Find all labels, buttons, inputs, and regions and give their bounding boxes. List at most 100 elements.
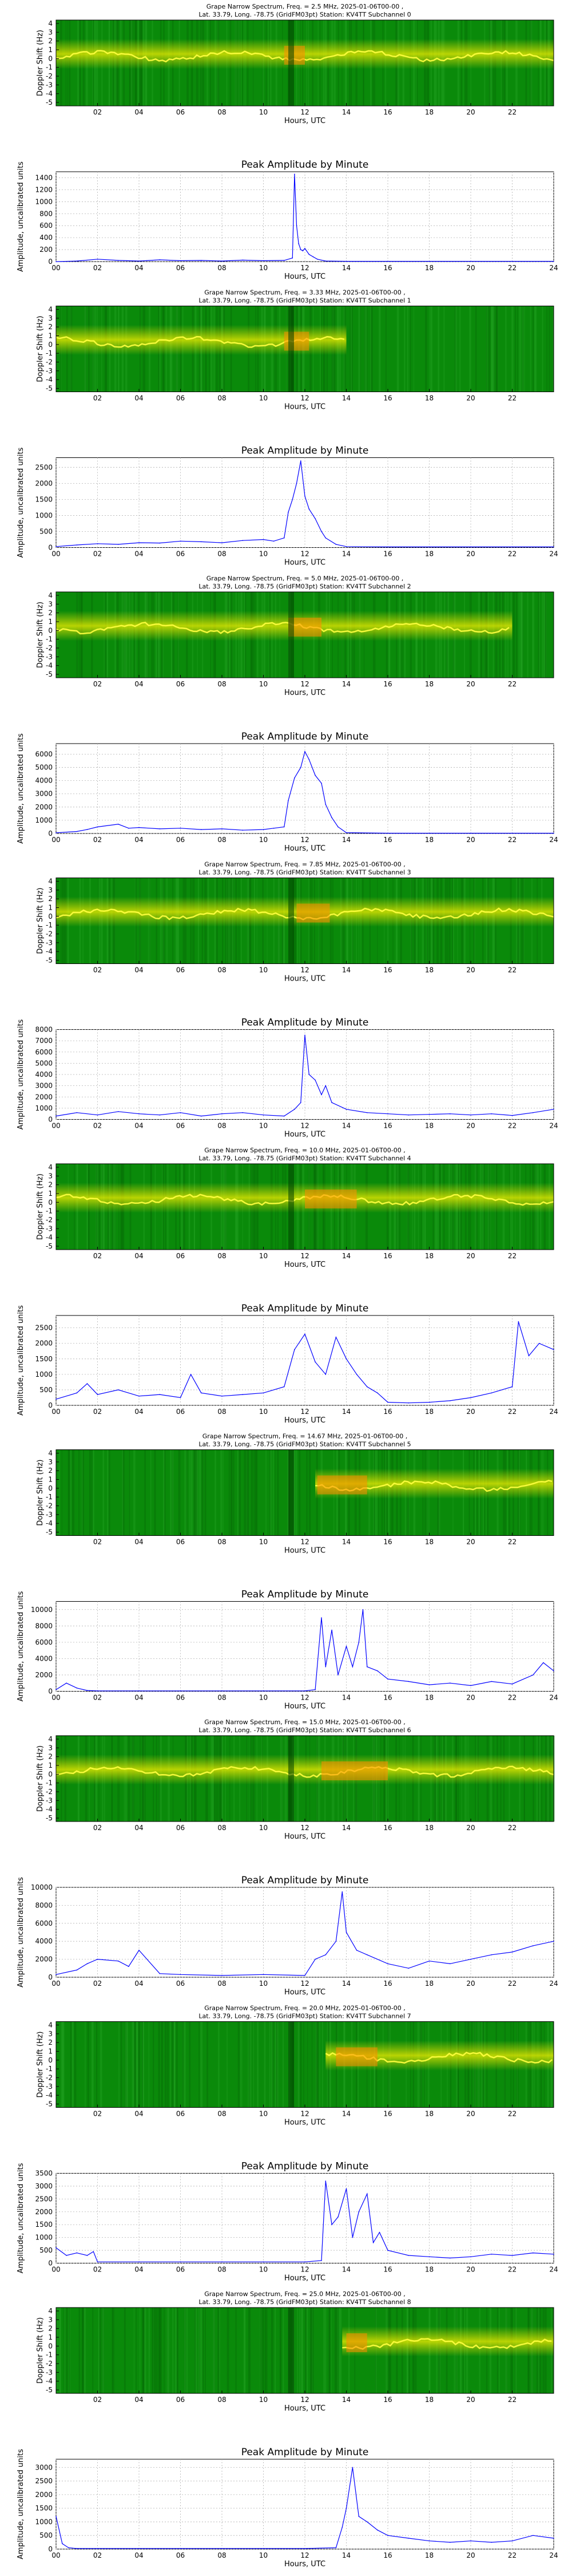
amplitude-data-point: [118, 824, 119, 825]
spectrum-x-tick-label: 02: [93, 1824, 102, 1832]
spectrum-streak: [144, 1449, 146, 1536]
spectrum-title: Grape Narrow Spectrum, Freq. = 20.0 MHz,…: [204, 2005, 406, 2012]
amplitude-x-tick-label: 04: [134, 2551, 143, 2559]
amplitude-x-tick-label: 00: [51, 1980, 60, 1988]
spectrum-y-tick-label: -2: [46, 644, 53, 652]
spectrum-x-tick-label: 06: [176, 680, 185, 688]
amplitude-y-tick-label: 2500: [35, 1324, 53, 1332]
spectrum-x-tick-label: 02: [93, 2396, 102, 2404]
amplitude-x-tick-label: 02: [93, 1694, 102, 1702]
amplitude-data-point: [533, 1674, 534, 1676]
amplitude-plot-area: [55, 1315, 554, 1406]
amplitude-data-point: [97, 1958, 98, 1960]
amplitude-data-point: [450, 2257, 451, 2259]
amplitude-y-tick-label: 5000: [35, 764, 53, 772]
spectrum-x-tick-label: 04: [134, 394, 143, 402]
spectrum-streak: [92, 2308, 94, 2393]
amplitude-y-tick-label: 600: [39, 222, 53, 230]
amplitude-data-point: [263, 539, 264, 540]
spectrum-streak: [535, 306, 537, 392]
spectrum-streak: [198, 2308, 200, 2393]
spectrum-streak: [515, 306, 516, 392]
spectrum-x-tick-label: 22: [508, 680, 517, 688]
spectrum-y-tick-label: 0: [48, 341, 53, 349]
amplitude-x-tick-label: 02: [93, 264, 102, 272]
amplitude-data-point: [553, 832, 554, 834]
amplitude-plot-area: [55, 457, 554, 548]
spectrum-y-tick-label: 4: [48, 2307, 53, 2315]
spectrum-x-tick-label: 20: [466, 966, 475, 974]
amplitude-x-tick-label: 24: [549, 1122, 558, 1130]
amplitude-data-point: [86, 1963, 88, 1965]
amplitude-data-point: [358, 1642, 360, 1643]
amplitude-y-tick-label: 4000: [35, 777, 53, 785]
spectrum-streak: [153, 2021, 154, 2108]
spectrum-x-tick-label: 22: [508, 966, 517, 974]
spectrum-streak: [269, 2021, 271, 2108]
amplitude-data-point: [76, 2548, 78, 2549]
amplitude-data-point: [86, 1690, 88, 1691]
spectrum-streak: [91, 2021, 93, 2108]
spectrum-x-tick-label: 12: [300, 680, 309, 688]
spectrum-streak: [256, 1449, 258, 1536]
spectrum-streak: [198, 1449, 201, 1536]
spectrum-streak: [305, 2308, 307, 2393]
spectrum-streak: [511, 306, 514, 392]
spectrum-x-tick-label: 04: [134, 1252, 143, 1260]
amplitude-chart: Peak Amplitude by Minute0200040006000800…: [17, 1589, 558, 1711]
spectrum-streak: [96, 2021, 97, 2108]
spectrum-streak: [293, 1449, 296, 1536]
spectrum-x-tick-label: 12: [300, 2110, 309, 2118]
spectrum-streak: [505, 306, 507, 392]
spectrum-streak: [74, 2021, 77, 2108]
amplitude-data-point: [221, 542, 223, 543]
spectrum-x-tick-label: 08: [217, 1252, 226, 1260]
amplitude-data-point: [511, 1683, 513, 1685]
spectrum-x-tick-label: 12: [300, 1538, 309, 1546]
amplitude-data-point: [55, 1115, 57, 1117]
spectrum-y-tick-label: 1: [48, 904, 53, 912]
amplitude-data-point: [308, 758, 310, 760]
spectrum-x-tick-label: 04: [134, 966, 143, 974]
spectrum-x-tick-label: 22: [508, 1538, 517, 1546]
spectrum-y-tick-label: 2: [48, 609, 53, 617]
amplitude-data-point: [358, 2211, 360, 2212]
amplitude-x-tick-label: 20: [466, 1408, 475, 1416]
spectrum-streak: [253, 2021, 255, 2108]
spectrum-chart: Grape Narrow Spectrum, Freq. = 20.0 MHz,…: [36, 2005, 554, 2127]
spectrum-streak: [459, 306, 461, 392]
spectrum-y-tick-label: -1: [46, 64, 53, 72]
amplitude-y-tick-label: 2000: [35, 2208, 53, 2216]
spectrum-x-tick-label: 16: [383, 1252, 392, 1260]
spectrum-streak: [248, 2308, 250, 2393]
spectrum-streak: [220, 1449, 223, 1536]
spectrum-subtitle: Lat. 33.79, Long. -78.75 (GridFM03pt) St…: [198, 2298, 411, 2306]
spectrum-y-tick-label: 4: [48, 2021, 53, 2029]
amplitude-x-tick-label: 14: [342, 550, 351, 558]
amplitude-data-point: [321, 531, 322, 532]
spectrum-x-tick-label: 22: [508, 2396, 517, 2404]
amplitude-x-tick-label: 24: [549, 2266, 558, 2274]
amplitude-x-tick-label: 14: [342, 1980, 351, 1988]
amplitude-x-axis-label: Hours, UTC: [284, 2274, 325, 2283]
amplitude-x-tick-label: 08: [217, 550, 226, 558]
spectrum-streak: [300, 2021, 302, 2108]
spectrum-streak: [455, 306, 457, 392]
spectrum-y-tick-label: 4: [48, 306, 53, 314]
spectrum-streak: [410, 306, 411, 392]
spectrum-streak: [534, 306, 536, 392]
amplitude-data-point: [97, 1114, 98, 1116]
spectrum-x-tick-label: 08: [217, 108, 226, 116]
spectrum-streak: [545, 592, 547, 678]
spectrum-streak: [172, 2021, 174, 2108]
amplitude-data-point: [138, 2261, 140, 2263]
spectrum-streak: [164, 2021, 167, 2108]
amplitude-data-point: [377, 1392, 378, 1394]
amplitude-data-point: [76, 1112, 78, 1113]
spectrum-y-tick-label: -2: [46, 2360, 53, 2368]
amplitude-data-point: [428, 546, 430, 548]
amplitude-x-tick-label: 18: [425, 2266, 434, 2274]
amplitude-series-line: [55, 1891, 554, 1976]
spectrum-x-tick-label: 16: [383, 1538, 392, 1546]
spectrum-streak: [244, 1449, 247, 1536]
